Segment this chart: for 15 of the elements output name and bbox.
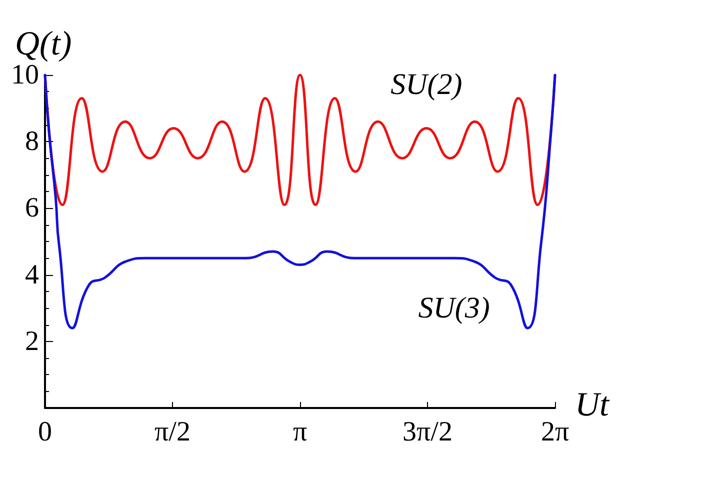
y-tick-label: 8 [25, 126, 39, 158]
y-tick-label: 4 [25, 259, 39, 290]
y-tick-label: 2 [25, 326, 39, 357]
series-label: SU(2) [390, 68, 462, 101]
x-tick-label: 0 [38, 416, 52, 448]
y-tick-label: 6 [25, 192, 39, 224]
y-tick-label: 10 [11, 60, 39, 90]
series-label: SU(3) [418, 292, 490, 325]
x-tick-label: 2π [540, 416, 570, 448]
x-tick-label: π/2 [154, 416, 190, 448]
x-tick-label: π [292, 416, 308, 448]
line-series [44, 74, 556, 330]
y-axis-title: Q(t) [15, 26, 72, 62]
x-tick-label: 3π/2 [402, 416, 452, 448]
x-axis-title: Ut [574, 386, 611, 424]
